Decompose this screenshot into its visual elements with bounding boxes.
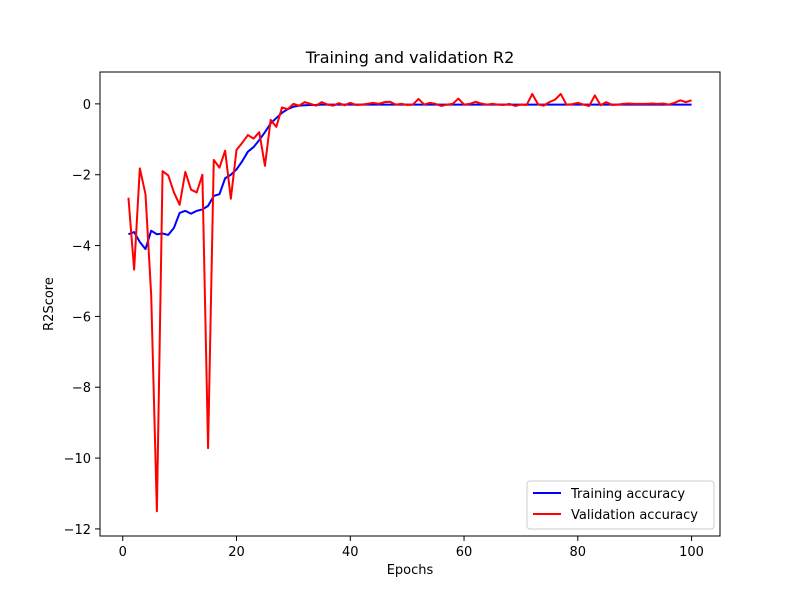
chart-title: Training and validation R2 bbox=[305, 48, 515, 67]
y-tick-label: −12 bbox=[64, 523, 91, 538]
y-axis-label: R2Score bbox=[42, 277, 57, 331]
legend-box bbox=[526, 480, 715, 530]
x-tick-label: 60 bbox=[456, 545, 473, 560]
x-tick-label: 100 bbox=[679, 545, 704, 560]
plot-frame bbox=[99, 71, 721, 537]
x-tick-label: 80 bbox=[570, 545, 587, 560]
legend-label-training: Training accuracy bbox=[570, 487, 685, 502]
x-tick-label: 0 bbox=[119, 545, 127, 560]
x-tick-label: 40 bbox=[342, 545, 359, 560]
y-tick-label: −4 bbox=[72, 240, 91, 255]
series-layer bbox=[127, 92, 692, 513]
y-tick-label: −10 bbox=[64, 452, 91, 467]
y-tick-label: −6 bbox=[72, 310, 91, 325]
y-tick-label: −8 bbox=[72, 381, 91, 396]
x-axis-label: Epochs bbox=[387, 563, 434, 578]
legend: Training accuracy Validation accuracy bbox=[526, 480, 715, 530]
y-axis-ticks: 0 −2 −4 −6 −8 −10 −12 bbox=[64, 98, 100, 538]
x-tick-label: 20 bbox=[228, 545, 245, 560]
y-tick-label: −2 bbox=[72, 169, 91, 184]
series-line-validation bbox=[127, 92, 692, 513]
x-axis-ticks: 0 20 40 60 80 100 bbox=[119, 536, 704, 560]
legend-label-validation: Validation accuracy bbox=[571, 508, 698, 523]
y-tick-label: 0 bbox=[83, 98, 91, 113]
